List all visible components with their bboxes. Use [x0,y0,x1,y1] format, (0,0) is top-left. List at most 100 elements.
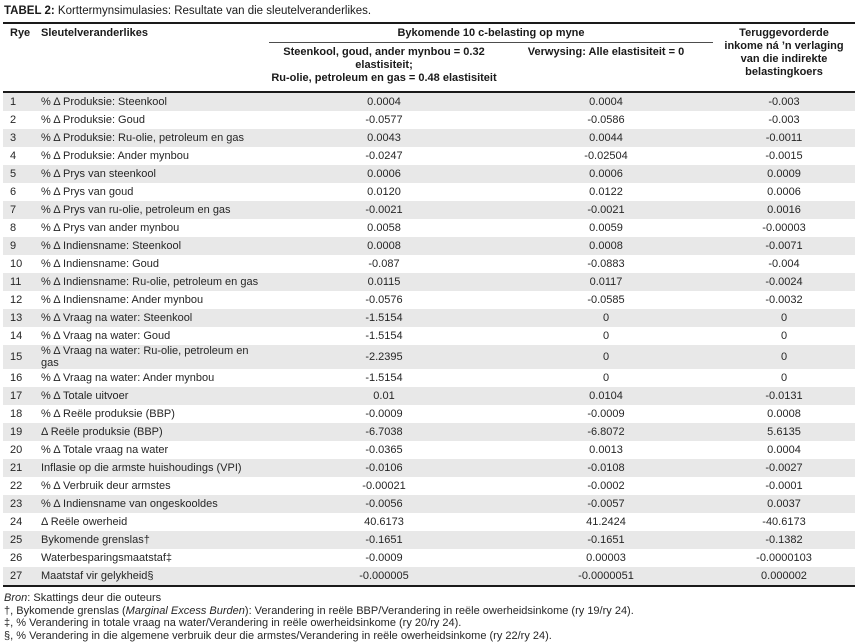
scenario-value: 0.0006 [269,165,499,183]
reference-value: 0.0006 [499,165,713,183]
scenario-value: -0.00021 [269,477,499,495]
variable-label: % Δ Vraag na water: Steenkool [39,309,269,327]
row-number: 17 [3,387,39,405]
reference-value: -0.1651 [499,531,713,549]
variable-label: % Δ Totale uitvoer [39,387,269,405]
recovered-value: -0.0071 [713,237,855,255]
table-row: 15% Δ Vraag na water: Ru-olie, petroleum… [3,345,855,369]
row-number: 7 [3,201,39,219]
footnote-line: §, % Verandering in die algemene verbrui… [4,630,855,642]
recovered-value: -0.0027 [713,459,855,477]
column-header-recovered-income: Teruggevorderde inkome ná ’n verlaging v… [713,23,855,92]
reference-value: -0.0000051 [499,567,713,586]
variable-label: % Δ Prys van goud [39,183,269,201]
footnote-line: ‡, % Verandering in totale vraag na wate… [4,617,855,630]
row-number: 1 [3,92,39,111]
recovered-value: 5.6135 [713,423,855,441]
variable-label: % Δ Vraag na water: Goud [39,327,269,345]
variable-label: % Δ Verbruik deur armstes [39,477,269,495]
table-row: 10% Δ Indiensname: Goud-0.087-0.0883-0.0… [3,255,855,273]
recovered-value: 0 [713,369,855,387]
scenario-value: -1.5154 [269,327,499,345]
scenario-value: 0.0058 [269,219,499,237]
scenario-value: -2.2395 [269,345,499,369]
table-title: TABEL 2: Korttermynsimulasies: Resultate… [4,5,855,18]
recovered-value: -0.004 [713,255,855,273]
reference-value: -0.0057 [499,495,713,513]
variable-label: % Δ Produksie: Ander mynbou [39,147,269,165]
footnote-line: †, Bykomende grenslas (Marginal Excess B… [4,605,855,618]
recovered-value: 0.0004 [713,441,855,459]
scenario-value: -0.0576 [269,291,499,309]
scenario-value: -0.0009 [269,549,499,567]
row-number: 12 [3,291,39,309]
reference-value: 0.0008 [499,237,713,255]
table-title-text: Korttermynsimulasies: Resultate van die … [58,5,371,17]
reference-value: 0.00003 [499,549,713,567]
row-number: 26 [3,549,39,567]
recovered-value: -0.0015 [713,147,855,165]
table-row: 22% Δ Verbruik deur armstes-0.00021-0.00… [3,477,855,495]
variable-label: Maatstaf vir gelykheid§ [39,567,269,586]
footnotes: Bron: Skattings deur die outeurs†, Bykom… [4,592,855,642]
variable-label: % Δ Indiensname: Goud [39,255,269,273]
row-number: 15 [3,345,39,369]
variable-label: % Δ Vraag na water: Ander mynbou [39,369,269,387]
variable-label: % Δ Produksie: Goud [39,111,269,129]
table-row: 23% Δ Indiensname van ongeskooldes-0.005… [3,495,855,513]
scenario-value: -0.0577 [269,111,499,129]
row-number: 23 [3,495,39,513]
recovered-value: 0.0006 [713,183,855,201]
recovered-value: -0.0131 [713,387,855,405]
row-number: 14 [3,327,39,345]
recovered-value: -0.0011 [713,129,855,147]
table-row: 18% Δ Reële produksie (BBP)-0.0009-0.000… [3,405,855,423]
variable-label: % Δ Totale vraag na water [39,441,269,459]
reference-value: -6.8072 [499,423,713,441]
row-number: 8 [3,219,39,237]
row-number: 22 [3,477,39,495]
variable-label: % Δ Prys van steenkool [39,165,269,183]
row-number: 18 [3,405,39,423]
recovered-value: 0 [713,309,855,327]
scenario-value: -1.5154 [269,369,499,387]
row-number: 9 [3,237,39,255]
column-header-rye: Rye [3,23,39,92]
table-row: 4% Δ Produksie: Ander mynbou-0.0247-0.02… [3,147,855,165]
reference-value: -0.0021 [499,201,713,219]
footnote-line: Bron: Skattings deur die outeurs [4,592,855,605]
scenario-value: -1.5154 [269,309,499,327]
scenario-value: -0.0106 [269,459,499,477]
recovered-value: 0.0009 [713,165,855,183]
row-number: 11 [3,273,39,291]
reference-value: -0.0883 [499,255,713,273]
reference-value: 0 [499,369,713,387]
reference-value: -0.02504 [499,147,713,165]
row-number: 21 [3,459,39,477]
variable-label: % Δ Produksie: Ru-olie, petroleum en gas [39,129,269,147]
variable-label: Δ Reële owerheid [39,513,269,531]
variable-label: % Δ Produksie: Steenkool [39,92,269,111]
reference-value: -0.0586 [499,111,713,129]
row-number: 2 [3,111,39,129]
variable-label: % Δ Indiensname: Steenkool [39,237,269,255]
table-row: 2% Δ Produksie: Goud-0.0577-0.0586-0.003 [3,111,855,129]
reference-value: 41.2424 [499,513,713,531]
reference-value: -0.0009 [499,405,713,423]
row-number: 4 [3,147,39,165]
variable-label: Waterbesparingsmaatstaf‡ [39,549,269,567]
scenario-value: -0.000005 [269,567,499,586]
recovered-value: -0.0000103 [713,549,855,567]
row-number: 16 [3,369,39,387]
reference-value: 0.0004 [499,92,713,111]
scenario-value: -0.0056 [269,495,499,513]
